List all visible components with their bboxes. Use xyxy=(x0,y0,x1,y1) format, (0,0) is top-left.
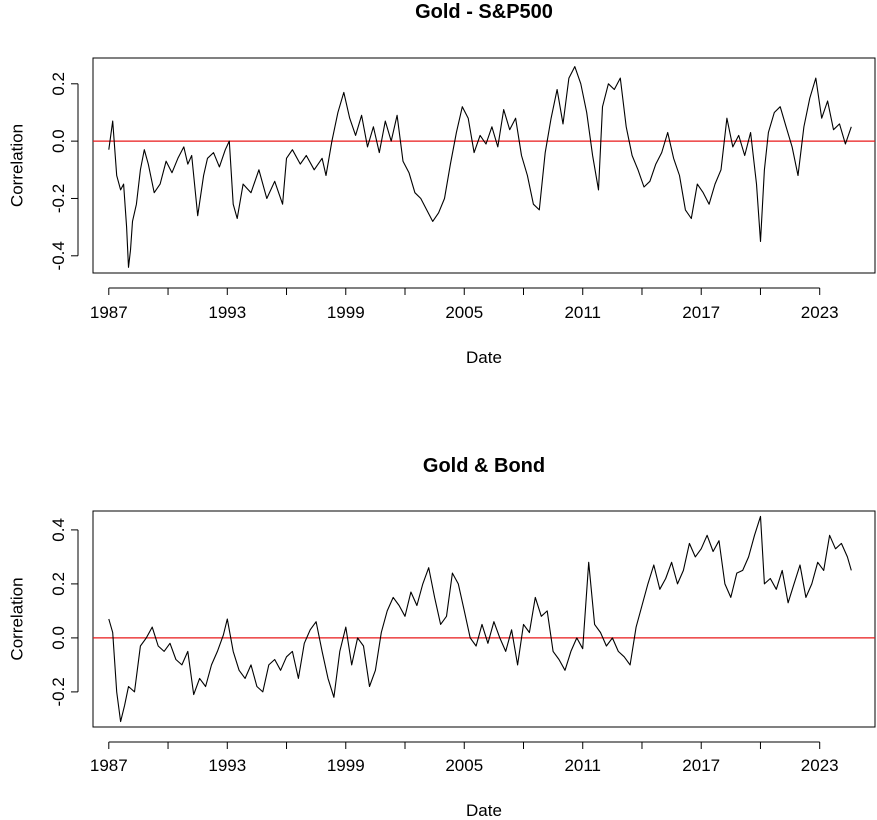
y-tick-label: 0.0 xyxy=(49,129,68,153)
plot-frame xyxy=(92,510,876,728)
x-tick-label: 2017 xyxy=(682,756,720,775)
x-tick-label: 1993 xyxy=(208,756,246,775)
y-axis-label: Correlation xyxy=(7,124,26,207)
x-axis-label: Date xyxy=(466,801,502,820)
x-tick-label: 2011 xyxy=(564,756,601,775)
y-tick-label: -0.4 xyxy=(49,241,68,270)
chart-panel-gold-bond: Gold & Bond Date Correlation 1987 1993 199… xyxy=(7,455,876,820)
y-tick-label: 0.4 xyxy=(49,518,68,542)
y-axis-label: Correlation xyxy=(7,577,26,660)
x-tick-label: 1987 xyxy=(90,303,128,322)
chart-title: Gold & Bond xyxy=(423,455,545,477)
y-tick-label: -0.2 xyxy=(49,184,68,213)
y-tick-label: 0.2 xyxy=(49,572,68,596)
x-tick-label: 1999 xyxy=(327,303,365,322)
y-tick-label: 0.2 xyxy=(49,72,68,96)
x-tick-label: 2023 xyxy=(801,756,839,775)
x-tick-label: 1993 xyxy=(208,303,246,322)
x-axis-label: Date xyxy=(466,348,502,367)
x-tick-label: 2011 xyxy=(564,303,601,322)
y-tick-label: 0.0 xyxy=(49,626,68,650)
x-tick-label: 2005 xyxy=(445,303,483,322)
correlation-series-line xyxy=(108,515,852,723)
chart-panel-gold-sp500: Gold - S&P500 Date Correlation 1987 1993 1… xyxy=(7,1,876,367)
x-tick-label: 2005 xyxy=(445,756,483,775)
x-tick-label: 1987 xyxy=(90,756,128,775)
correlation-series-line xyxy=(108,66,852,268)
y-tick-label: -0.2 xyxy=(49,677,68,706)
plot-frame xyxy=(92,57,876,274)
x-tick-label: 2017 xyxy=(682,303,720,322)
chart-title: Gold - S&P500 xyxy=(415,1,553,23)
x-tick-label: 2023 xyxy=(801,303,839,322)
x-tick-label: 1999 xyxy=(327,756,365,775)
